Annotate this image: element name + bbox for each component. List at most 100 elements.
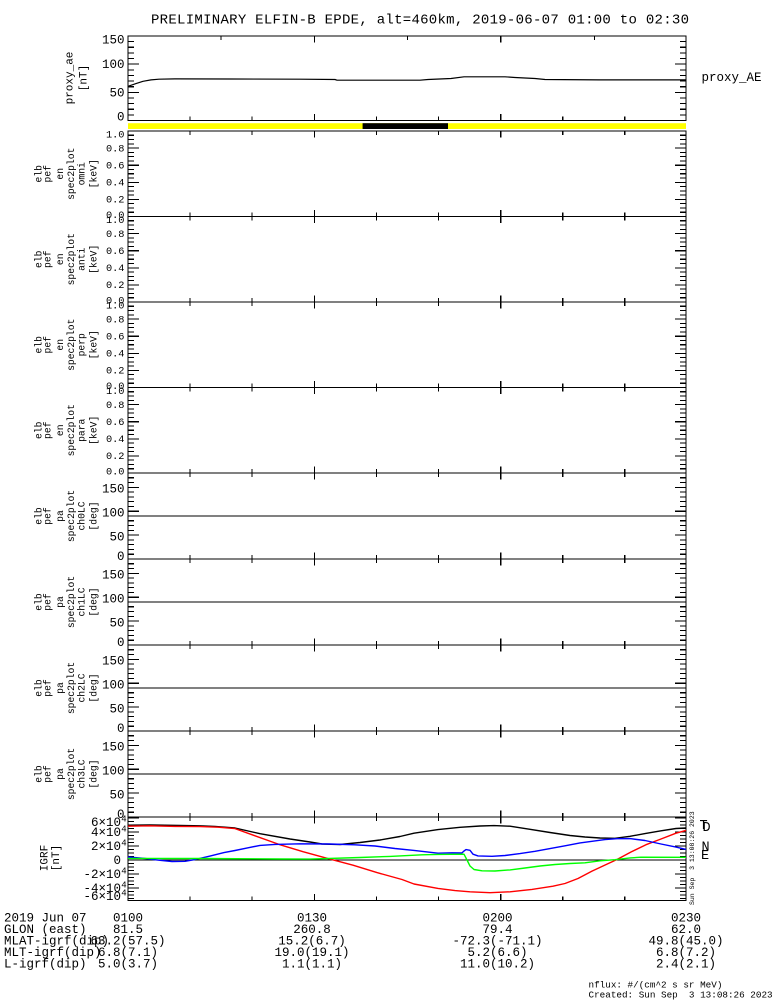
svg-text:0200: 0200 (482, 912, 512, 926)
svg-text:anti: anti (77, 247, 88, 270)
svg-text:150: 150 (102, 483, 125, 497)
svg-text:62.0: 62.0 (671, 923, 701, 937)
svg-text:ch1LC: ch1LC (77, 587, 88, 616)
svg-text:150: 150 (102, 741, 125, 755)
svg-text:en: en (55, 168, 66, 180)
svg-text:1.0: 1.0 (106, 130, 125, 142)
svg-text:spec2plot: spec2plot (66, 404, 77, 456)
svg-text:pef: pef (43, 507, 54, 525)
svg-text:pef: pef (43, 336, 54, 354)
svg-text:[nT]: [nT] (79, 65, 91, 91)
svg-text:0.6: 0.6 (106, 417, 125, 429)
svg-text:1.0: 1.0 (106, 301, 125, 313)
svg-text:1.1(1.1): 1.1(1.1) (282, 958, 342, 972)
svg-text:spec2plot: spec2plot (66, 662, 77, 714)
svg-text:100: 100 (102, 592, 125, 606)
svg-text:6.8(7.1): 6.8(7.1) (98, 946, 158, 960)
svg-text:4: 4 (121, 815, 126, 825)
svg-text:81.5: 81.5 (113, 923, 143, 937)
svg-text:pef: pef (43, 679, 54, 697)
svg-text:pa: pa (55, 510, 66, 522)
svg-text:4: 4 (121, 889, 126, 899)
svg-text:100: 100 (102, 58, 125, 72)
svg-text:ch3LC: ch3LC (77, 759, 88, 788)
svg-text:ch0LC: ch0LC (77, 501, 88, 530)
svg-text:-6×10: -6×10 (83, 890, 121, 904)
svg-text:E: E (701, 849, 709, 864)
svg-text:spec2plot: spec2plot (66, 490, 77, 542)
svg-text:0: 0 (117, 636, 125, 650)
svg-text:0: 0 (113, 854, 121, 868)
svg-text:[nT]: [nT] (51, 845, 63, 871)
svg-text:63.2(57.5): 63.2(57.5) (90, 935, 165, 949)
svg-text:T: T (700, 819, 708, 834)
svg-text:0.2: 0.2 (106, 451, 125, 463)
svg-text:pef: pef (43, 765, 54, 783)
svg-text:50: 50 (109, 86, 124, 100)
svg-text:15.2(6.7): 15.2(6.7) (278, 935, 346, 949)
svg-text:6.8(7.2): 6.8(7.2) (656, 946, 716, 960)
svg-text:4: 4 (121, 867, 126, 877)
svg-text:ch2LC: ch2LC (77, 673, 88, 702)
svg-text:11.0(10.2): 11.0(10.2) (460, 958, 535, 972)
svg-text:pa: pa (55, 596, 66, 608)
svg-text:proxy_AE: proxy_AE (702, 71, 762, 85)
svg-text:0: 0 (117, 550, 125, 564)
svg-text:pef: pef (43, 165, 54, 183)
svg-text:0.0: 0.0 (106, 381, 125, 393)
svg-text:0: 0 (117, 111, 125, 125)
svg-text:0.0: 0.0 (106, 296, 125, 308)
svg-text:[deg]: [deg] (89, 587, 100, 616)
svg-text:150: 150 (102, 34, 125, 48)
svg-text:0.8: 0.8 (106, 143, 125, 155)
svg-text:19.0(19.1): 19.0(19.1) (274, 946, 349, 960)
svg-text:50: 50 (109, 702, 124, 716)
svg-text:spec2plot: spec2plot (66, 319, 77, 371)
svg-text:[keV]: [keV] (89, 416, 100, 445)
svg-text:N: N (702, 841, 710, 856)
svg-text:-4×10: -4×10 (83, 882, 121, 896)
svg-text:[deg]: [deg] (89, 759, 100, 788)
svg-text:[keV]: [keV] (89, 159, 100, 188)
svg-text:pa: pa (55, 768, 66, 780)
svg-text:proxy_ae: proxy_ae (65, 52, 77, 105)
svg-text:-72.3(-71.1): -72.3(-71.1) (452, 935, 542, 949)
svg-text:0.2: 0.2 (106, 366, 125, 378)
svg-text:elb: elb (34, 165, 45, 183)
svg-text:pa: pa (55, 682, 66, 694)
svg-text:elb: elb (34, 421, 45, 439)
svg-text:spec2plot: spec2plot (66, 576, 77, 628)
svg-text:elb: elb (34, 336, 45, 354)
svg-text:Created: Sun Sep 3 13:08:26 2: Created: Sun Sep 3 13:08:26 2023 (589, 990, 773, 1001)
svg-text:5.2(6.6): 5.2(6.6) (467, 946, 527, 960)
svg-text:50: 50 (109, 616, 124, 630)
svg-text:elb: elb (34, 765, 45, 783)
svg-text:0: 0 (117, 808, 125, 822)
svg-text:0.4: 0.4 (106, 349, 125, 361)
svg-text:100: 100 (102, 678, 125, 692)
svg-text:1.0: 1.0 (106, 386, 125, 398)
svg-text:MLAT-igrf(dip): MLAT-igrf(dip) (4, 935, 109, 949)
svg-text:0.8: 0.8 (106, 229, 125, 241)
svg-text:0230: 0230 (671, 912, 701, 926)
svg-text:49.8(45.0): 49.8(45.0) (648, 935, 723, 949)
svg-text:pef: pef (43, 421, 54, 439)
svg-text:PRELIMINARY ELFIN-B EPDE, alt=: PRELIMINARY ELFIN-B EPDE, alt=460km, 201… (151, 13, 689, 29)
svg-text:2019 Jun 07: 2019 Jun 07 (4, 912, 87, 926)
svg-text:elb: elb (34, 250, 45, 268)
svg-text:0.2: 0.2 (106, 280, 125, 292)
svg-text:nflux: #/(cm^2 s sr MeV): nflux: #/(cm^2 s sr MeV) (589, 980, 723, 991)
svg-text:0.4: 0.4 (106, 263, 125, 275)
svg-text:en: en (55, 424, 66, 436)
svg-text:100: 100 (102, 764, 125, 778)
svg-text:100: 100 (102, 506, 125, 520)
svg-text:spec2plot: spec2plot (66, 148, 77, 200)
svg-text:50: 50 (109, 788, 124, 802)
svg-text:4: 4 (121, 881, 126, 891)
svg-text:0130: 0130 (297, 912, 327, 926)
svg-text:150: 150 (102, 655, 125, 669)
svg-text:0.2: 0.2 (106, 195, 125, 207)
svg-text:IGRF: IGRF (40, 845, 52, 871)
svg-text:en: en (55, 253, 66, 265)
svg-text:6×10: 6×10 (91, 816, 121, 830)
